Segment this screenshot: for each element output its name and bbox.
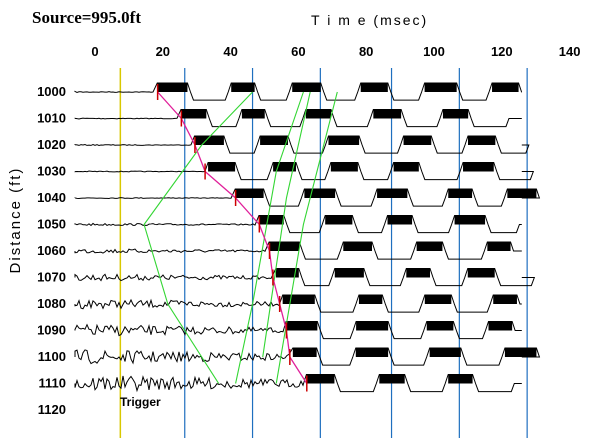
trace-lobe <box>275 268 299 278</box>
trace-wiggle <box>74 321 522 340</box>
trace-lobe <box>429 348 461 357</box>
y-tick-label: 1100 <box>38 349 66 364</box>
trace-lobe <box>231 83 255 92</box>
x-tick-label: 100 <box>423 44 445 59</box>
trace-lobe <box>454 215 486 225</box>
trace-lobe <box>235 189 264 198</box>
trace-lobe <box>194 136 224 145</box>
trace-wiggle <box>74 82 523 101</box>
trace-lobe <box>507 189 537 198</box>
trace-lobe <box>488 321 513 331</box>
trace-wiggle <box>74 374 522 393</box>
velocity-lines <box>143 91 338 384</box>
trace-lobe <box>328 136 360 145</box>
trace-lobe <box>355 348 389 357</box>
trace-wiggle <box>74 268 536 287</box>
trace-lobe <box>358 295 383 304</box>
trace-wiggle <box>74 215 522 234</box>
trace-wiggle <box>74 162 535 181</box>
trace-lobe <box>356 321 389 331</box>
trace-lobe <box>467 136 496 145</box>
trace-lobe <box>241 109 265 119</box>
trace-lobe <box>393 162 419 172</box>
trace-lobe <box>416 242 443 251</box>
y-tick-label: 1090 <box>37 323 66 338</box>
x-tick-label: 120 <box>491 44 513 59</box>
trace-wiggle <box>74 188 541 207</box>
velocity-line <box>275 91 338 384</box>
trace-lobe <box>208 162 236 172</box>
trace-lobe <box>448 189 473 198</box>
y-tick-label: 1060 <box>37 243 66 258</box>
x-tick-label: 20 <box>156 44 170 59</box>
trace-wiggle <box>74 109 522 128</box>
y-tick-label: 1080 <box>37 296 66 311</box>
trace-lobe <box>373 109 402 119</box>
x-tick-label: 140 <box>559 44 581 59</box>
y-tick-label: 1030 <box>37 164 66 179</box>
velocity-line <box>143 91 253 384</box>
trace-lobe <box>377 189 408 198</box>
trace-lobe <box>343 242 373 251</box>
trace-lobe <box>282 295 315 304</box>
y-tick-label: 1110 <box>39 376 67 391</box>
trace-lobe <box>304 189 336 198</box>
trace-lobe <box>387 215 413 225</box>
trace-lobe <box>493 295 517 304</box>
trace-lobe <box>403 136 432 145</box>
trigger-label: Trigger <box>120 395 161 409</box>
trace-lobe <box>292 348 317 357</box>
traces <box>74 82 541 393</box>
trace-lobe <box>269 242 300 251</box>
first-break-picks <box>156 84 308 392</box>
x-tick-label: 40 <box>223 44 237 59</box>
trace-lobe <box>305 109 331 119</box>
y-tick-label: 1040 <box>37 190 66 205</box>
x-tick-label: 80 <box>359 44 373 59</box>
y-tick-labels: 1000 1010 1020 1030 1040 1050 1060 1070 1080 1090… <box>37 84 66 417</box>
trace-lobe <box>463 162 494 172</box>
trace-lobe <box>180 109 207 119</box>
y-tick-label: 1120 <box>38 402 66 417</box>
trace-lobe <box>424 295 452 304</box>
trace-lobe <box>273 162 296 172</box>
x-tick-label: 60 <box>291 44 305 59</box>
trace-lobe <box>448 374 473 384</box>
y-tick-label: 1010 <box>37 111 66 126</box>
velocity-line <box>262 91 311 358</box>
trace-wiggle <box>74 135 530 154</box>
trace-lobe <box>325 215 353 225</box>
x-axis-title: T i m e (msec) <box>311 12 429 28</box>
trace-lobe <box>406 268 431 278</box>
trace-lobe <box>424 83 457 92</box>
trace-lobe <box>306 374 335 384</box>
trace-lobe <box>492 83 519 92</box>
trace-lobe <box>467 268 495 278</box>
source-label: Source=995.0ft <box>32 8 141 27</box>
trace-lobe <box>379 374 405 384</box>
trace-lobe <box>360 83 388 92</box>
x-tick-labels: 0 20 40 60 80 100 120 140 <box>91 44 580 59</box>
y-tick-label: 1000 <box>37 84 66 99</box>
trace-lobe <box>292 83 321 92</box>
trace-lobe <box>442 109 469 119</box>
y-tick-label: 1050 <box>37 217 66 232</box>
trace-lobe <box>286 321 318 331</box>
trace-lobe <box>334 268 364 278</box>
trace-lobe <box>487 242 511 251</box>
trace-lobe <box>426 321 454 331</box>
x-tick-label: 0 <box>91 44 98 59</box>
trace-lobe <box>260 136 288 145</box>
trace-lobe <box>330 162 358 172</box>
y-tick-label: 1020 <box>37 137 66 152</box>
trace-lobe <box>157 83 188 92</box>
trace-lobe <box>258 215 284 225</box>
trace-lobe <box>504 348 537 357</box>
y-tick-label: 1070 <box>37 270 66 285</box>
